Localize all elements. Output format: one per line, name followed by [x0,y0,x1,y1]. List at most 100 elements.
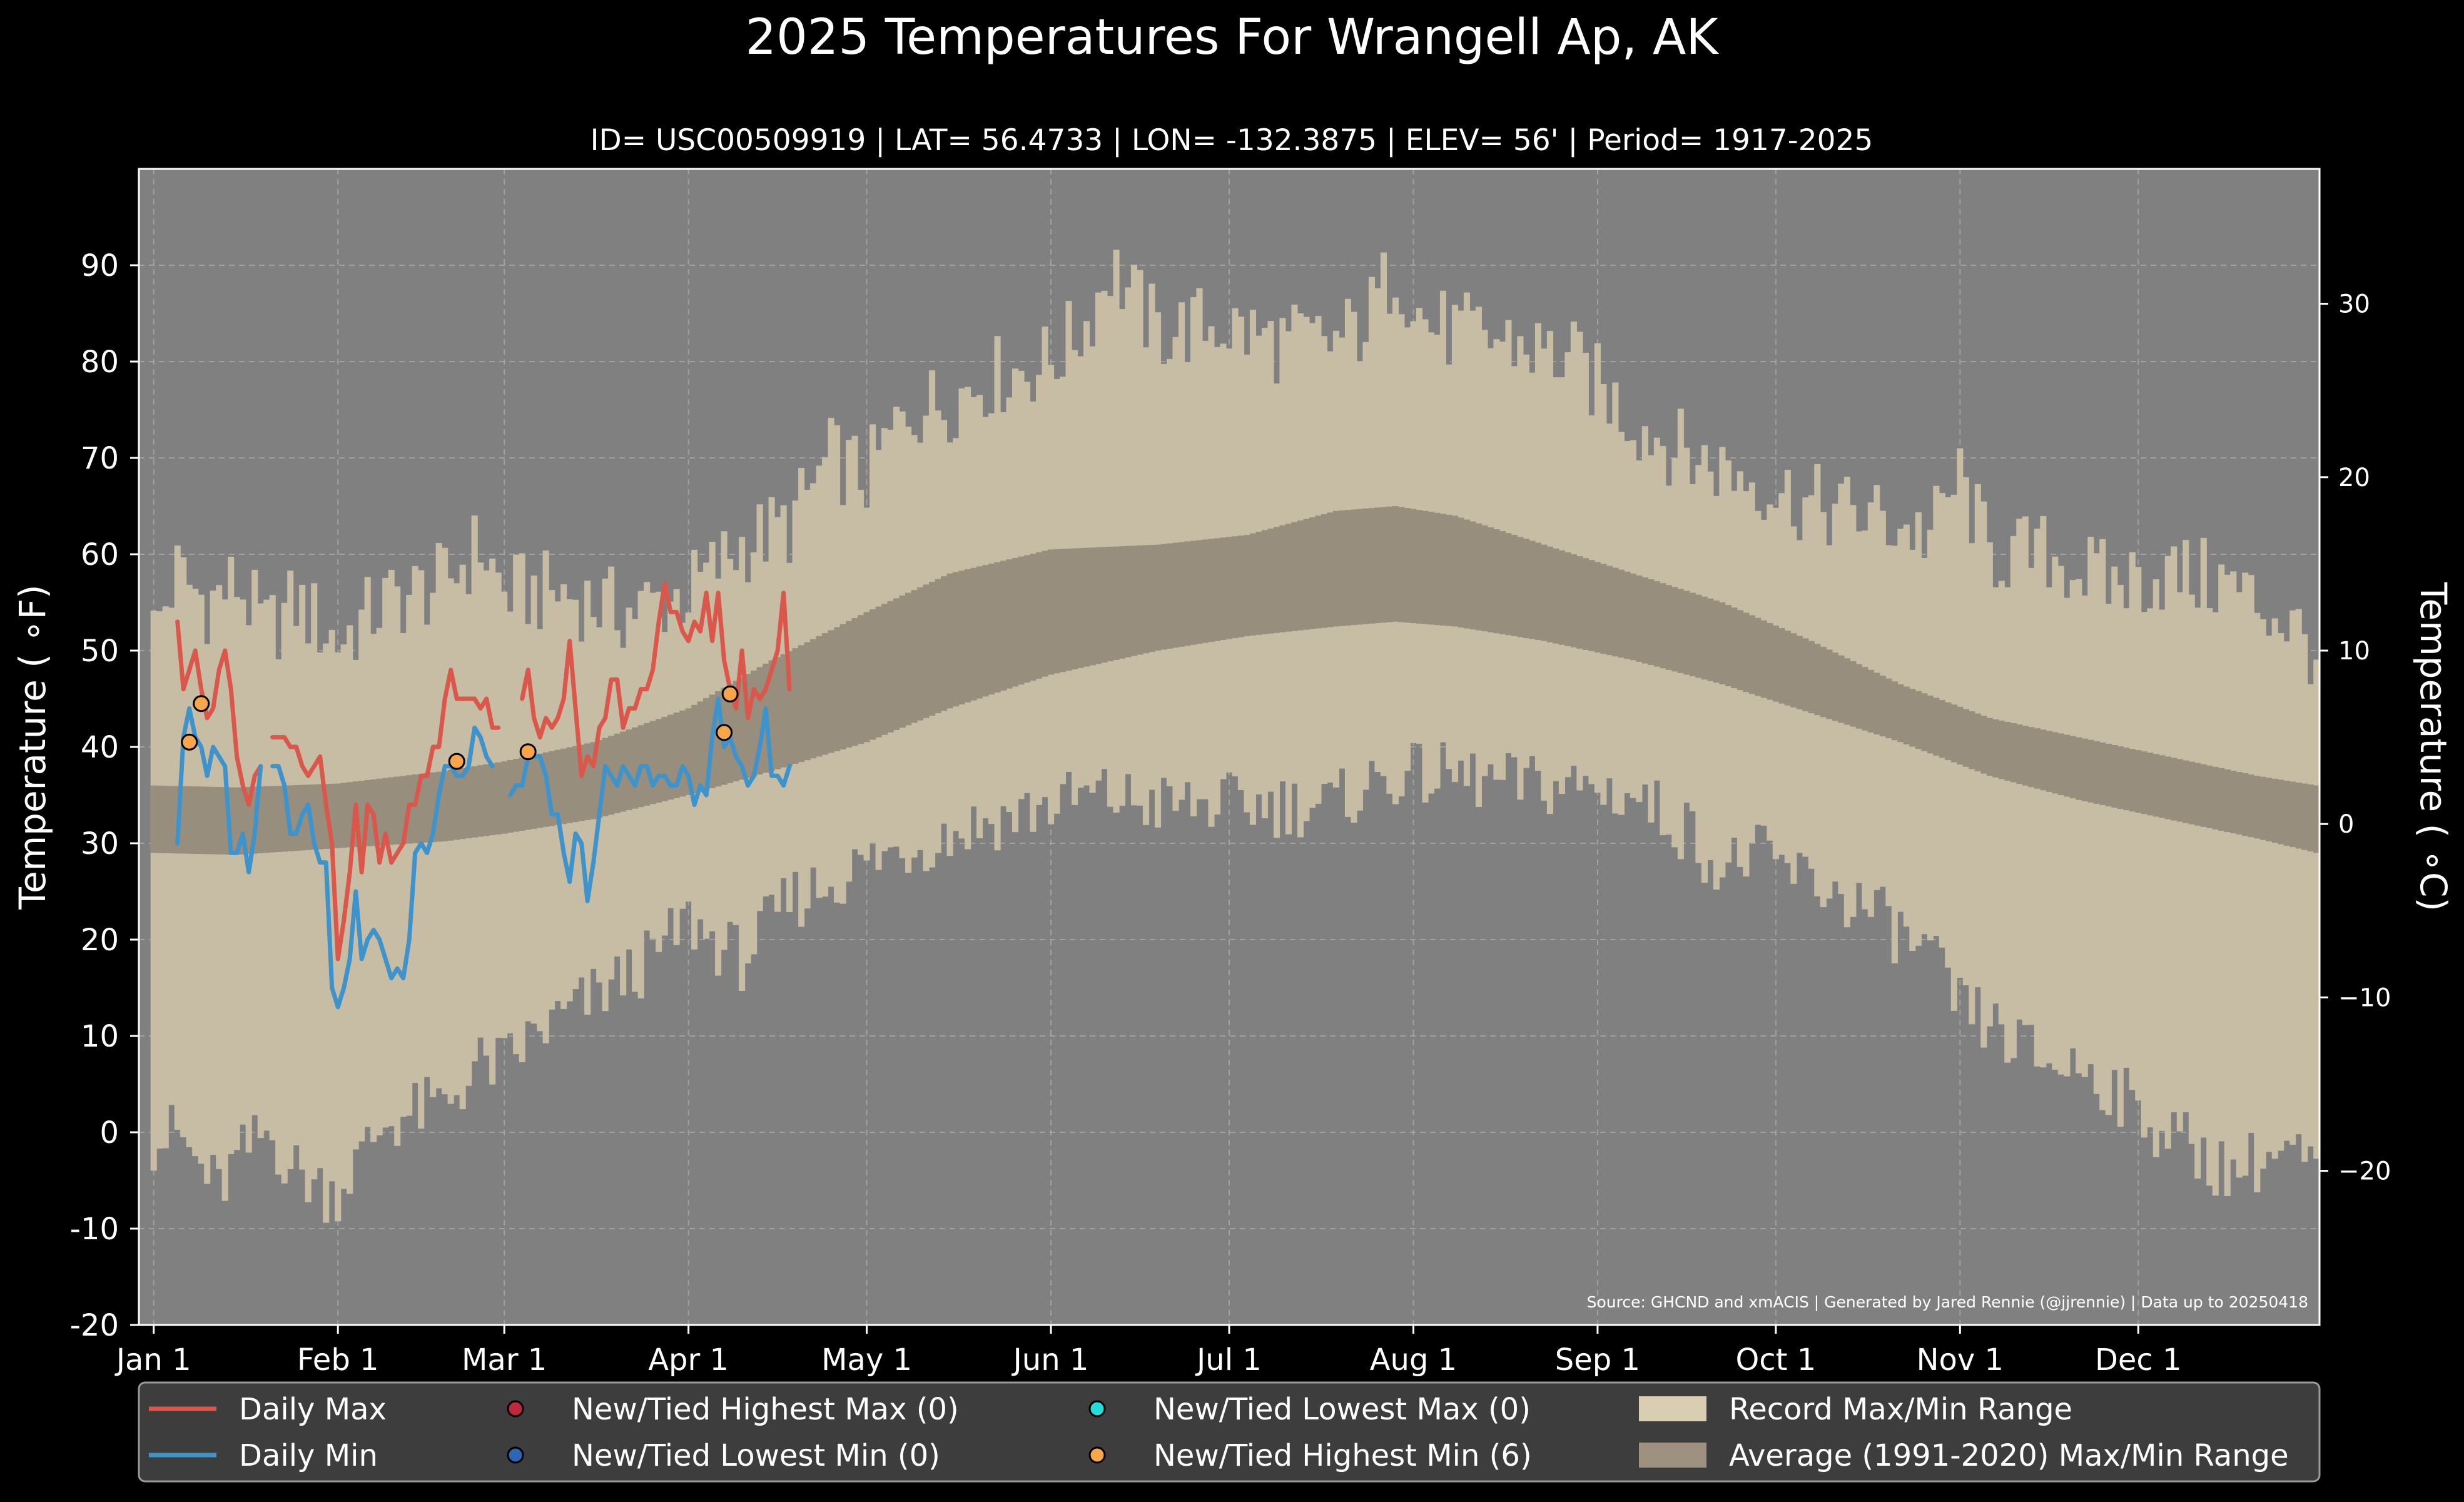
average-range-bar [1760,620,1767,698]
average-range-bar [2081,738,2088,801]
daily-min-line [508,696,792,903]
record-range-bar [245,625,252,1153]
average-range-bar [2224,769,2231,833]
average-range-bar [1493,529,1500,634]
average-range-bar [412,774,418,843]
record-range-bar [2236,592,2243,1178]
record-markers [181,685,739,770]
record-range-bar [2111,566,2118,1070]
average-range-bar [1386,506,1393,622]
average-range-bar [685,708,692,795]
average-range-bar [2147,753,2154,816]
average-range-bar [1505,533,1512,636]
average-range-bar [1107,547,1114,662]
x-tick-label: Jul 1 [1195,1342,1262,1378]
average-range-bar [2028,727,2035,788]
average-range-bar [269,786,276,853]
average-range-bar [1725,605,1731,686]
average-range-bar [2152,754,2159,817]
average-range-bar [1339,510,1346,626]
average-range-bar [1909,689,1916,747]
average-range-bar [1249,533,1257,636]
average-range-bar [1392,506,1399,622]
average-range-bar [661,716,668,801]
average-range-bar [2034,728,2041,789]
y-tick-label: -10 [70,1212,119,1247]
average-range-bar [1297,520,1304,631]
average-range-bar [180,786,187,854]
average-range-bar [1719,602,1726,684]
average-range-bar [1232,536,1239,638]
y-tick-label: 0 [99,1115,119,1150]
average-range-bar [596,739,603,818]
record-range-bar [1148,283,1155,790]
average-range-bar [228,787,235,855]
y-right-tick-label: 0 [2338,810,2354,839]
average-range-bar [1986,718,1993,776]
average-range-bar [1541,544,1548,641]
record-range-bar [382,577,389,1128]
average-range-bar [1826,649,1833,719]
average-range-bar [340,783,347,848]
legend-label: New/Tied Lowest Max (0) [1153,1392,1531,1427]
record-range-bar [430,592,437,1097]
average-range-bar [2076,737,2082,800]
average-range-bar [2230,770,2237,834]
average-range-bar [1101,547,1108,663]
average-range-bar [1220,537,1227,641]
y-tick-label: 20 [81,923,119,958]
average-range-bar [816,636,823,757]
average-range-bar [667,714,674,800]
average-range-bar [1998,720,2005,779]
legend-item: Daily Min [149,1438,378,1473]
average-range-bar [970,567,977,701]
average-range-bar [317,784,323,850]
record-range-bar [2200,537,2207,1138]
average-range-bar [1095,547,1102,664]
average-range-bar [1332,510,1340,627]
average-range-bar [1458,517,1464,628]
y-axis-label-left: Temperature ( ∘F) [11,584,54,910]
average-range-bar [1891,681,1898,741]
average-range-bar [1594,562,1601,653]
average-range-bar [1832,652,1838,721]
legend-marker-swatch [507,1446,524,1464]
record-range-bar [156,611,163,1149]
average-range-bar [1416,510,1423,624]
average-range-bar [1475,523,1482,631]
legend-item: Record Max/Min Range [1639,1392,2072,1427]
record-range-bar [1125,287,1132,774]
record-range-bar [2099,539,2106,1110]
average-range-bar [1154,544,1162,651]
record-range-bar [2004,587,2011,1063]
average-range-bar [756,667,763,774]
average-range-bar [1808,641,1815,714]
legend-marker-swatch [507,1400,524,1418]
record-range-bar [2242,572,2249,1176]
average-range-bar [1023,555,1031,683]
average-range-bar [965,569,971,703]
average-range-bar [1992,719,1999,778]
chart-subtitle: ID= USC00509919 | LAT= 56.4733 | LON= -1… [591,123,1873,158]
record-range-bar [233,597,240,1150]
record-range-bar [2289,610,2296,1145]
average-range-bar [786,651,793,766]
average-range-bar [2313,785,2320,853]
average-range-bar [1962,709,1969,767]
average-range-bar [537,753,544,828]
y-tick-label: 50 [81,634,119,669]
record-range-bar [263,599,270,1131]
y-axis-right: −20 −10 0 10 20 30 [2320,290,2391,1186]
average-range-bar [2218,768,2225,831]
chart-title: 2025 Temperatures For Wrangell Ap, AK [745,9,1719,66]
average-range-bar [780,654,787,768]
average-range-bar [1748,615,1755,694]
record-range-bar [370,634,377,1142]
record-range-bar [2046,587,2052,1063]
legend-box [138,1381,2321,1483]
record-range-bar [287,571,294,1169]
record-range-bar [2081,596,2088,1077]
y-right-tick-label: 30 [2338,290,2370,319]
average-range-bar [1172,542,1179,648]
